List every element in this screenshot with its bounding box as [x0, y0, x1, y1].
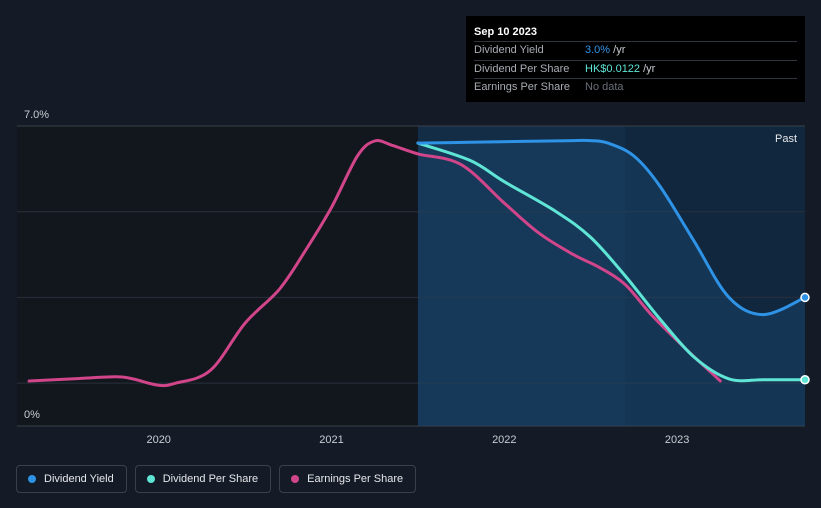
- legend-earnings-per-share[interactable]: Earnings Per Share: [279, 465, 416, 493]
- y-tick-label-bottom: 0%: [24, 409, 40, 421]
- legend-dividend-per-share[interactable]: Dividend Per Share: [135, 465, 271, 493]
- tooltip-yield-value: 3.0%: [585, 44, 610, 56]
- legend: Dividend Yield Dividend Per Share Earnin…: [16, 465, 416, 493]
- tooltip-row-dividend-yield: Dividend Yield 3.0% /yr: [474, 41, 797, 60]
- y-tick-label-top: 7.0%: [24, 109, 49, 121]
- tooltip-label: Dividend Per Share: [474, 61, 585, 79]
- tooltip-panel: Sep 10 2023 Dividend Yield 3.0% /yr Divi…: [466, 16, 805, 102]
- tooltip-row-earnings-per-share: Earnings Per Share No data: [474, 78, 797, 97]
- legend-dot-icon: [147, 475, 155, 483]
- series-end-marker-yield: [801, 293, 809, 301]
- legend-label: Dividend Yield: [44, 473, 114, 485]
- tooltip-value: HK$0.0122 /yr: [585, 61, 655, 79]
- tooltip-value: 3.0% /yr: [585, 42, 625, 60]
- series-end-marker-dps: [801, 376, 809, 384]
- legend-dividend-yield[interactable]: Dividend Yield: [16, 465, 127, 493]
- past-label: Past: [775, 133, 797, 145]
- tooltip-label: Dividend Yield: [474, 42, 585, 60]
- x-tick-label: 2020: [146, 434, 170, 446]
- tooltip-eps-value: No data: [585, 79, 624, 97]
- plot-area: 7.0% 0% 2020 2021 2022 2023 Past: [17, 109, 809, 446]
- tooltip-row-dividend-per-share: Dividend Per Share HK$0.0122 /yr: [474, 60, 797, 79]
- legend-dot-icon: [291, 475, 299, 483]
- x-tick-label: 2021: [319, 434, 343, 446]
- legend-label: Earnings Per Share: [307, 473, 403, 485]
- history-band: [17, 126, 418, 426]
- legend-label: Dividend Per Share: [163, 473, 258, 485]
- x-tick-label: 2022: [492, 434, 516, 446]
- tooltip-dps-value: HK$0.0122: [585, 63, 640, 75]
- tooltip-unit: /yr: [610, 44, 625, 56]
- x-tick-label: 2023: [665, 434, 689, 446]
- tooltip-label: Earnings Per Share: [474, 79, 585, 97]
- tooltip-date: Sep 10 2023: [474, 24, 797, 41]
- tooltip-unit: /yr: [640, 63, 655, 75]
- legend-dot-icon: [28, 475, 36, 483]
